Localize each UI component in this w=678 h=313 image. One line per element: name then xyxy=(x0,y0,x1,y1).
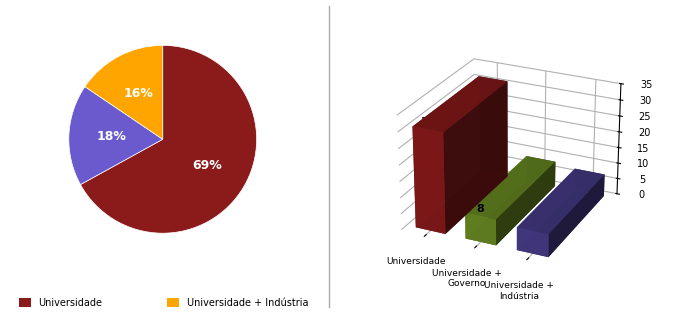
Text: 18%: 18% xyxy=(96,131,126,143)
Wedge shape xyxy=(81,45,256,233)
Wedge shape xyxy=(85,45,163,139)
Text: 16%: 16% xyxy=(123,87,153,100)
Ellipse shape xyxy=(116,182,210,194)
Wedge shape xyxy=(69,87,163,185)
Legend: Universidade, Universidade + Governo, Universidade + Indústria: Universidade, Universidade + Governo, Un… xyxy=(15,294,313,313)
Text: 69%: 69% xyxy=(193,159,222,172)
